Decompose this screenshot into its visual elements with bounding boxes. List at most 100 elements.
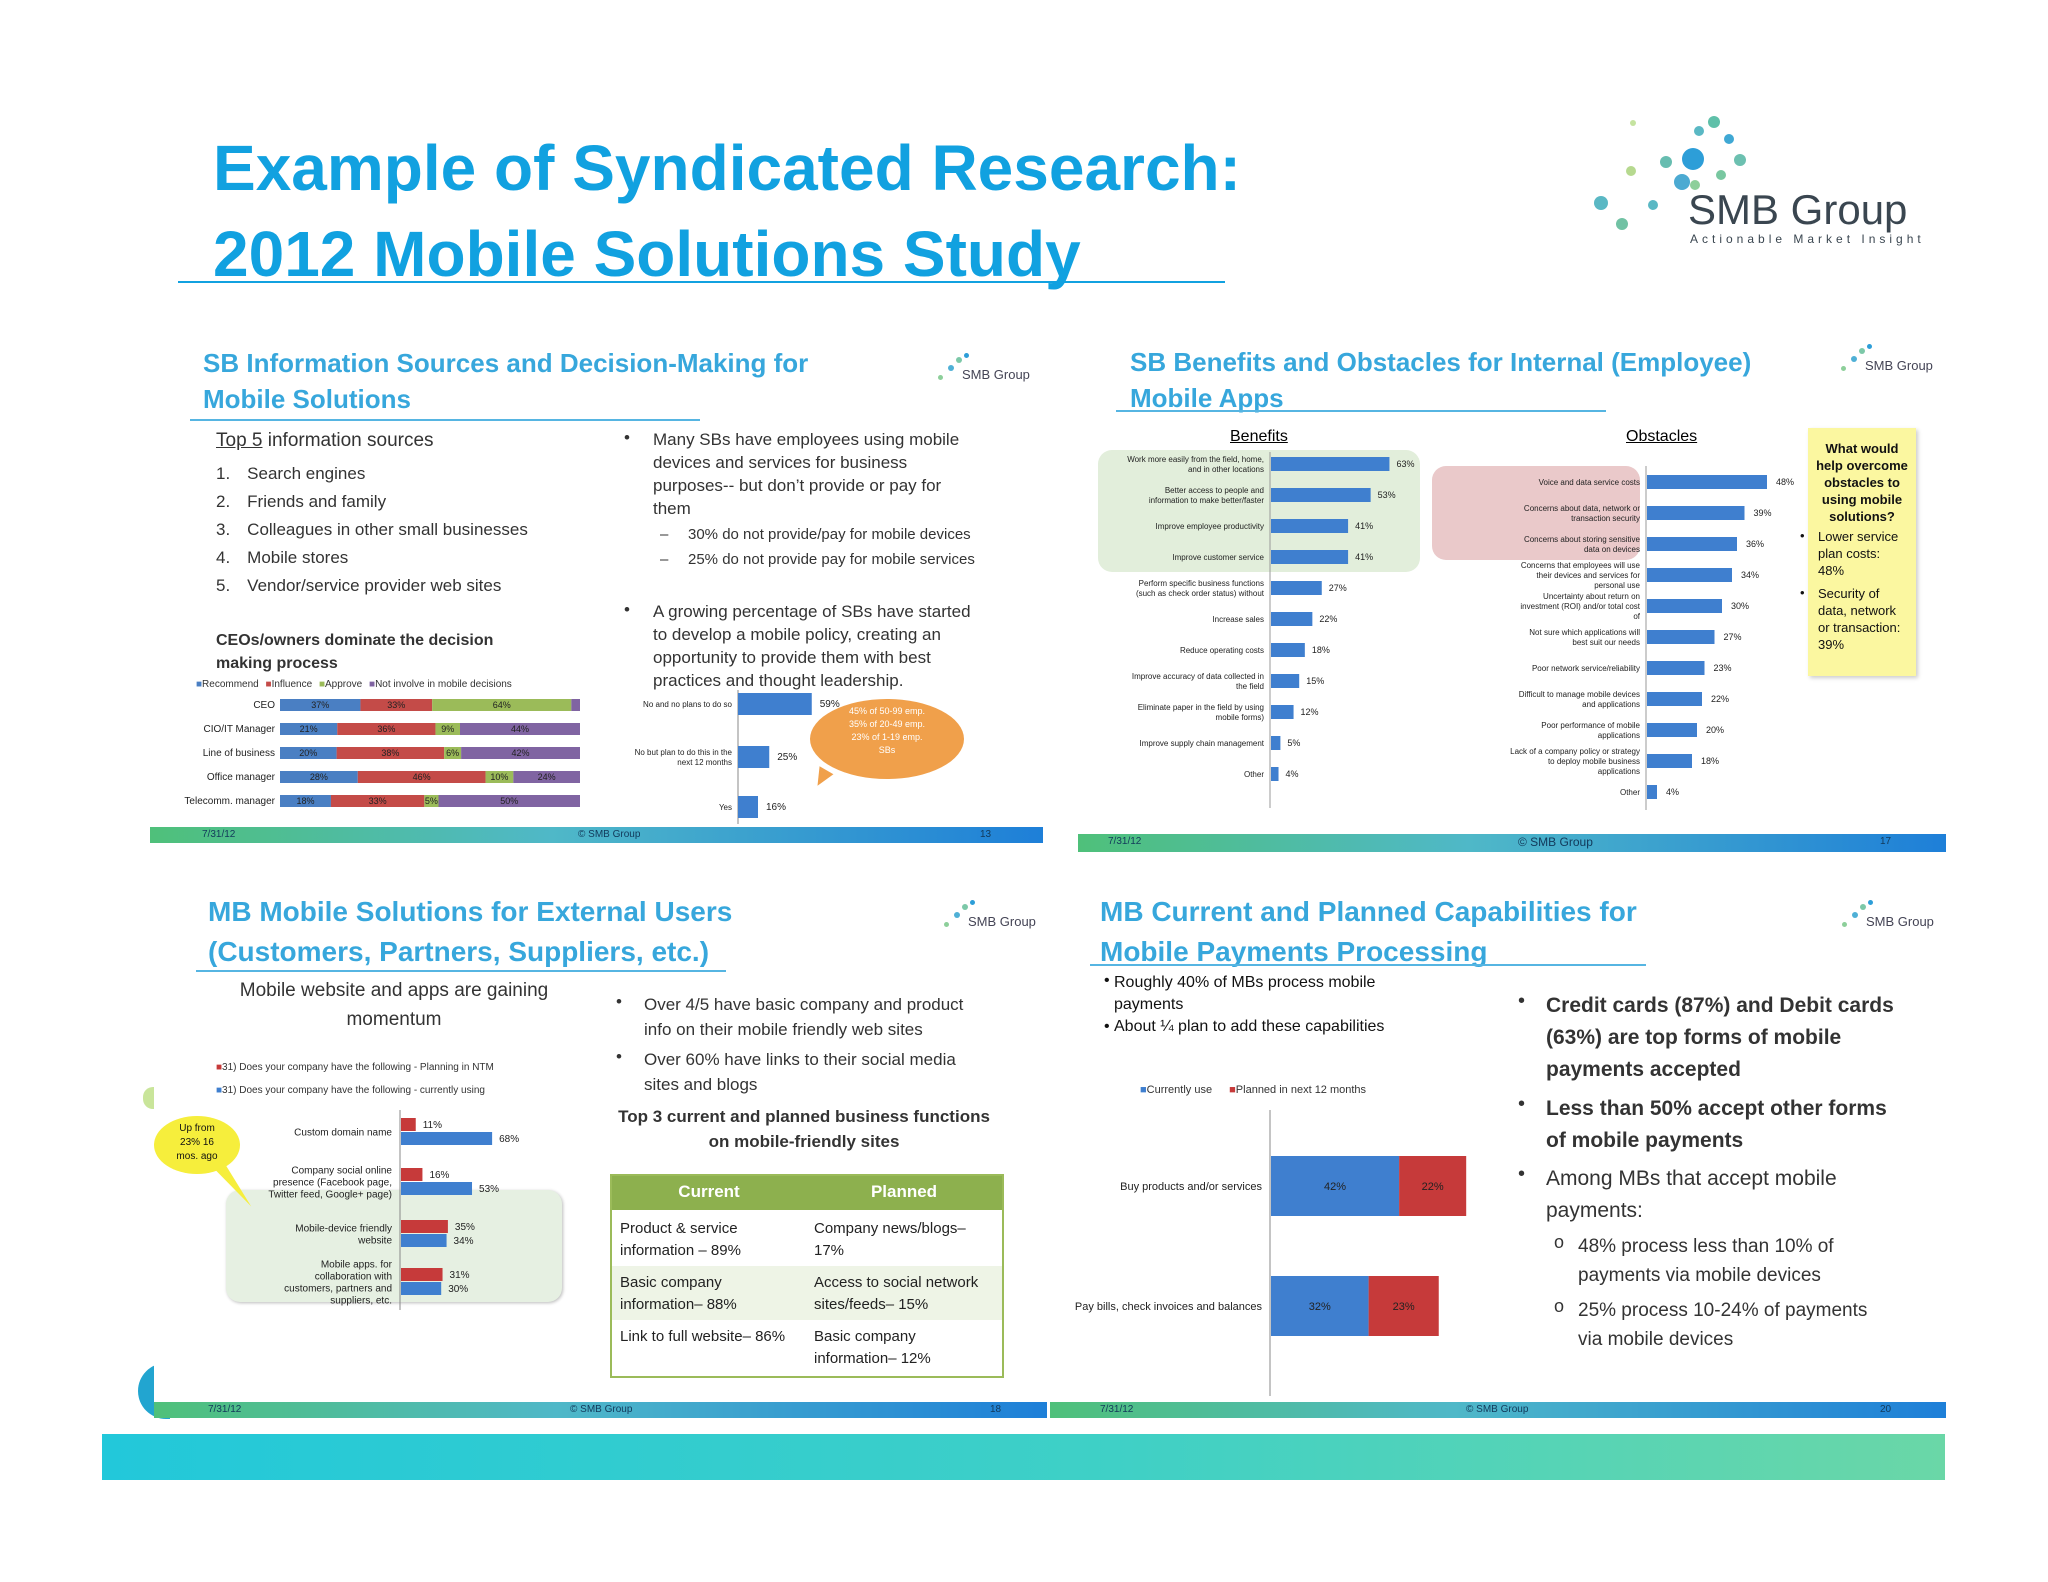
obstacles-highlight-box: [1432, 466, 1640, 560]
category-label: CEO: [253, 700, 275, 711]
legend-label: Currently use: [1146, 1084, 1213, 1096]
slide-logo: SMB Group: [1836, 898, 1946, 944]
category-label: Poor performance of mobile: [1541, 721, 1640, 730]
sources-list: 1. Search engines 2. Friends and family …: [216, 460, 528, 600]
bar-value-label: 23%: [1714, 663, 1732, 673]
decision-stacked-chart: CEO 37% 33% 64% CIO/IT Manager 21% 36% 9% 44% Lin…: [150, 693, 580, 827]
segment-value-label: 46%: [413, 772, 431, 782]
bullet-line: practices and thought leadership.: [653, 671, 904, 690]
cell-line: 17%: [814, 1242, 845, 1259]
logo-dot: [962, 904, 968, 910]
note-line: Security of: [1818, 586, 1880, 601]
legend-label: Approve: [325, 679, 363, 690]
category-label: Office manager: [207, 772, 276, 783]
stacked-bar-segment: [1271, 1156, 1400, 1216]
logo-dot: [944, 922, 949, 927]
bar-value-label: 53%: [479, 1184, 499, 1195]
subtitle: Mobile website and apps are gaining mome…: [154, 976, 634, 1034]
bullet-line: A growing percentage of SBs have started: [653, 602, 971, 621]
logo-dot: [948, 365, 954, 371]
category-label: to deploy mobile business: [1548, 757, 1640, 766]
slide-title-underline: [1116, 410, 1606, 412]
logo-dot: [1867, 344, 1872, 349]
legend-label: Recommend: [202, 679, 259, 690]
bar: [1647, 723, 1697, 737]
sub-bullet-circle: o: [1554, 1232, 1565, 1252]
legend-label: Planned in next 12 months: [1235, 1084, 1367, 1096]
bar-value-label: 27%: [1724, 632, 1742, 642]
segment-value-label: 18%: [296, 796, 314, 806]
stacked-bar-segment: [1399, 1156, 1467, 1216]
cell-line: Basic company: [814, 1328, 916, 1345]
slide-title-line: SB Information Sources and Decision-Maki…: [203, 348, 809, 378]
page-title-line-1: Example of Syndicated Research:: [213, 132, 1241, 204]
table-row-band: [612, 1264, 1002, 1320]
bullet-line: purposes-- but don’t provide or pay for: [653, 476, 942, 495]
legend-swatch: ■: [318, 679, 325, 690]
table-cell: Basic company information– 12%: [814, 1326, 931, 1370]
slide-title: SB Information Sources and Decision-Maki…: [203, 345, 808, 417]
payments-stacked-chart: Buy products and/or services 42% 22% Pay bi…: [1050, 1110, 1470, 1400]
category-label: data on devices: [1584, 545, 1640, 554]
logo-dot: [1851, 356, 1857, 362]
bar-value-label: 11%: [423, 1120, 442, 1131]
bar-value-label: 36%: [1746, 539, 1764, 549]
logo-dot: [1660, 156, 1672, 168]
category-label: Concerns about data, network or: [1524, 504, 1640, 513]
cell-line: Link to full website– 86%: [620, 1328, 786, 1345]
category-label: Concerns that employees will use: [1521, 561, 1641, 570]
obstacles-heading: Obstacles: [1626, 428, 1698, 445]
chart-svg: Custom domain name 11% 68% Company social o…: [268, 1110, 519, 1310]
sub-bullet-services: 25% do not provide pay for mobile servic…: [688, 551, 975, 568]
logo-dot: [1860, 904, 1866, 910]
bar-value-label: 27%: [1329, 583, 1347, 593]
bar: [1647, 692, 1702, 706]
bar-value-label: 34%: [454, 1236, 474, 1247]
top3-heading-line: on mobile-friendly sites: [708, 1132, 900, 1151]
subtitle-line: Mobile website and apps are gaining: [239, 980, 549, 1001]
legend-swatch: ■: [196, 679, 203, 690]
category-label: Increase sales: [1212, 615, 1264, 624]
bar-value-label: 16%: [766, 802, 786, 813]
footer-page-number: 20: [1880, 1404, 1892, 1415]
category-label: Eliminate paper in the field by using: [1138, 703, 1264, 712]
bar-value-label: 20%: [1706, 725, 1724, 735]
sub-bullet-48: 48% process less than 10% of payments vi…: [1578, 1232, 1834, 1290]
segment-value-label: 9%: [441, 724, 454, 734]
logo-dot: [1616, 218, 1628, 230]
bullet-line: payments via mobile devices: [1578, 1265, 1821, 1286]
bullet-dot: •: [1104, 972, 1110, 989]
bar-value-label: 34%: [1741, 570, 1759, 580]
footer-page-number: 18: [990, 1404, 1002, 1415]
bar-value-label: 22%: [1711, 694, 1729, 704]
benefits-heading: Benefits: [1230, 428, 1288, 445]
category-label: Company social online: [291, 1166, 392, 1177]
segment-value-label: 28%: [310, 772, 328, 782]
legend-swatch: ■: [1140, 1084, 1147, 1096]
segment-value-label: 32%: [1309, 1301, 1331, 1313]
category-label: collaboration with: [315, 1272, 392, 1283]
bar-value-label: 35%: [455, 1222, 475, 1233]
category-label: Work more easily from the field, home,: [1127, 455, 1264, 464]
category-label: presence (Facebook page,: [273, 1178, 392, 1189]
sub-bullet-circle: o: [1554, 1296, 1565, 1316]
top3-heading-line: Top 3 current and planned business funct…: [618, 1107, 990, 1126]
category-label: Pay bills, check invoices and balances: [1075, 1301, 1263, 1313]
list-item: 3. Colleagues in other small businesses: [216, 520, 528, 539]
slide-title-line: MB Mobile Solutions for External Users: [208, 896, 733, 927]
logo-dot: [1630, 120, 1636, 126]
category-label: applications: [1598, 731, 1640, 740]
logo-dot: [1648, 200, 1658, 210]
note-line: or transaction:: [1818, 620, 1901, 635]
decorative-green-shape: [143, 1087, 157, 1109]
employee-size-callout: [810, 699, 964, 779]
legend-entry: ■31) Does your company have the followin…: [216, 1056, 494, 1079]
chart-svg: Voice and data service costs 48% Concerns …: [1510, 466, 1794, 810]
bullet-line: of mobile payments: [1546, 1129, 1744, 1152]
stacked-bar-segment: [485, 771, 514, 783]
subtitle-line: momentum: [346, 1009, 442, 1030]
bar-value-label: 4%: [1666, 787, 1679, 797]
category-label: No but plan to do this in the: [635, 748, 733, 757]
category-label: No and no plans to do so: [643, 700, 733, 709]
bar: [1647, 754, 1692, 768]
